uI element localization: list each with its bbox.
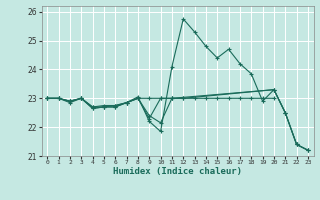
- X-axis label: Humidex (Indice chaleur): Humidex (Indice chaleur): [113, 167, 242, 176]
